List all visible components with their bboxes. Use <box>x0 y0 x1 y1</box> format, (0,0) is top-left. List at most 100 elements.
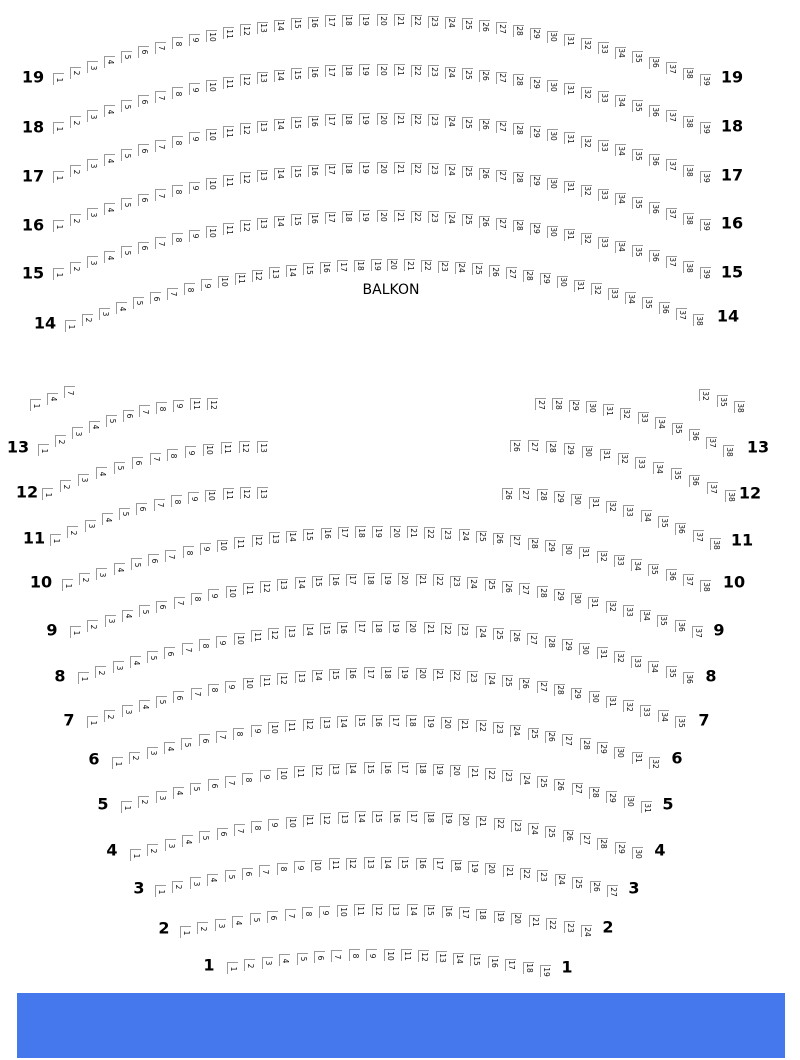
seat[interactable]: 36 <box>659 302 671 315</box>
seat[interactable]: 6 <box>136 502 148 515</box>
seat[interactable]: 26 <box>554 779 566 792</box>
seat[interactable]: 28 <box>512 171 524 184</box>
seat[interactable]: 9 <box>366 949 378 961</box>
seat[interactable]: 6 <box>138 193 150 206</box>
seat[interactable]: 11 <box>354 904 366 917</box>
seat[interactable]: 21 <box>467 766 479 779</box>
seat[interactable]: 36 <box>665 569 677 581</box>
seat[interactable]: 26 <box>510 440 521 452</box>
seat[interactable]: 29 <box>597 742 609 755</box>
seat[interactable]: 11 <box>223 175 235 188</box>
seat[interactable]: 24 <box>467 577 479 590</box>
seat[interactable]: 32 <box>591 283 603 296</box>
seat[interactable]: 12 <box>346 857 358 870</box>
seat[interactable]: 17 <box>433 858 445 871</box>
seat[interactable]: 29 <box>529 126 541 138</box>
seat[interactable]: 34 <box>614 46 626 59</box>
seat[interactable]: 22 <box>485 768 496 781</box>
seat[interactable]: 11 <box>234 537 246 550</box>
seat[interactable]: 31 <box>605 695 617 708</box>
seat[interactable]: 21 <box>406 526 418 539</box>
seat[interactable]: 30 <box>546 80 558 93</box>
seat[interactable]: 33 <box>622 605 634 618</box>
seat[interactable]: 34 <box>640 609 652 622</box>
seat[interactable]: 10 <box>225 586 237 599</box>
seat[interactable]: 8 <box>172 233 184 246</box>
seat[interactable]: 22 <box>432 574 444 587</box>
seat[interactable]: 33 <box>597 140 609 153</box>
seat[interactable]: 5 <box>121 198 133 211</box>
seat[interactable]: 12 <box>277 673 289 686</box>
seat[interactable]: 9 <box>189 181 201 194</box>
seat[interactable]: 18 <box>476 908 488 921</box>
seat[interactable]: 35 <box>648 563 660 576</box>
seat[interactable]: 12 <box>418 950 430 963</box>
seat[interactable]: 29 <box>529 77 541 89</box>
seat[interactable]: 14 <box>311 669 323 682</box>
seat[interactable]: 20 <box>450 764 462 777</box>
seat[interactable]: 3 <box>104 614 116 627</box>
seat[interactable]: 2 <box>129 751 141 764</box>
seat[interactable]: 19 <box>370 259 382 272</box>
seat[interactable]: 38 <box>725 490 736 502</box>
seat[interactable]: 6 <box>241 867 253 880</box>
seat[interactable]: 13 <box>257 71 269 84</box>
seat[interactable]: 30 <box>581 445 593 458</box>
seat[interactable]: 27 <box>535 398 546 410</box>
seat[interactable]: 31 <box>588 496 600 509</box>
seat[interactable]: 1 <box>62 579 73 591</box>
seat[interactable]: 28 <box>527 537 539 550</box>
seat[interactable]: 29 <box>606 791 618 804</box>
seat[interactable]: 21 <box>476 815 488 828</box>
seat[interactable]: 4 <box>129 656 141 668</box>
seat[interactable]: 8 <box>190 592 202 605</box>
seat[interactable]: 3 <box>87 159 99 172</box>
seat[interactable]: 23 <box>537 870 549 883</box>
seat[interactable]: 17 <box>325 15 337 28</box>
seat[interactable]: 3 <box>87 256 99 269</box>
seat[interactable]: 2 <box>81 313 93 326</box>
seat[interactable]: 10 <box>206 226 218 239</box>
seat[interactable]: 2 <box>70 165 82 178</box>
seat[interactable]: 20 <box>376 14 388 26</box>
seat[interactable]: 1 <box>53 171 64 183</box>
seat[interactable]: 15 <box>398 857 410 870</box>
seat[interactable]: 6 <box>122 409 134 422</box>
seat[interactable]: 5 <box>132 296 144 309</box>
seat[interactable]: 27 <box>571 782 583 795</box>
seat[interactable]: 1 <box>38 444 49 456</box>
seat[interactable]: 16 <box>329 574 341 587</box>
seat[interactable]: 1 <box>78 672 89 684</box>
seat[interactable]: 16 <box>487 956 499 969</box>
seat[interactable]: 27 <box>510 534 522 547</box>
seat[interactable]: 29 <box>529 222 541 235</box>
seat[interactable]: 34 <box>614 240 626 253</box>
seat[interactable]: 26 <box>501 581 513 593</box>
seat[interactable]: 22 <box>410 14 422 27</box>
seat[interactable]: 37 <box>705 436 717 449</box>
seat[interactable]: 6 <box>131 456 143 469</box>
seat[interactable]: 25 <box>461 68 473 81</box>
seat[interactable]: 12 <box>268 628 280 641</box>
seat[interactable]: 2 <box>197 922 209 935</box>
seat[interactable]: 2 <box>138 795 150 808</box>
seat[interactable]: 12 <box>239 441 251 454</box>
seat[interactable]: 6 <box>156 600 168 613</box>
seat[interactable]: 13 <box>435 951 447 964</box>
seat[interactable]: 22 <box>546 918 558 931</box>
seat[interactable]: 27 <box>527 633 539 646</box>
seat[interactable]: 27 <box>495 120 507 133</box>
seat[interactable]: 2 <box>70 66 82 79</box>
seat[interactable]: 3 <box>121 705 133 718</box>
seat[interactable]: 18 <box>342 162 354 175</box>
seat[interactable]: 9 <box>250 724 262 737</box>
seat[interactable]: 21 <box>502 865 514 878</box>
seat[interactable]: 10 <box>217 275 229 288</box>
seat[interactable]: 35 <box>665 666 677 679</box>
seat[interactable]: 7 <box>190 687 202 700</box>
seat[interactable]: 23 <box>458 624 470 637</box>
seat[interactable]: 37 <box>665 110 677 123</box>
seat[interactable]: 37 <box>665 255 677 268</box>
seat[interactable]: 33 <box>640 705 652 718</box>
seat[interactable]: 20 <box>387 258 399 271</box>
